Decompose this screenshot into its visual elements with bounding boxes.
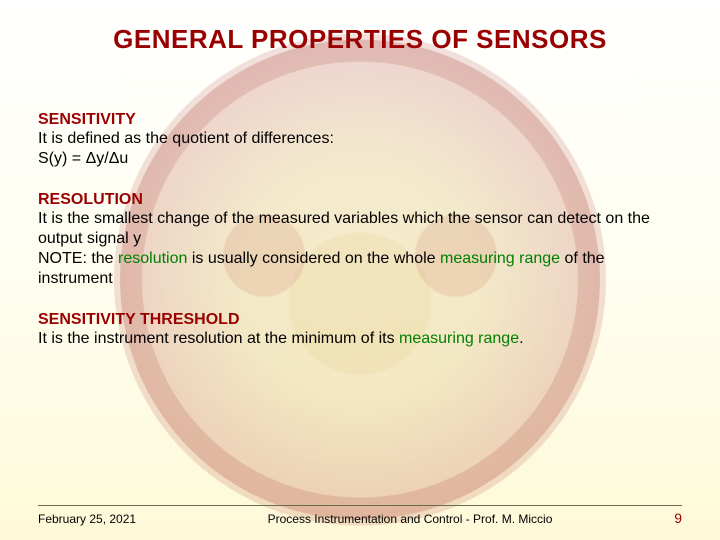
- heading-sensitivity: SENSITIVITY: [38, 111, 682, 129]
- sensitivity-line1: It is defined as the quotient of differe…: [38, 129, 682, 149]
- slide-content: GENERAL PROPERTIES OF SENSORS SENSITIVIT…: [0, 0, 720, 540]
- note-highlight1: resolution: [118, 250, 187, 267]
- resolution-note: NOTE: the resolution is usually consider…: [38, 249, 682, 289]
- sensitivity-line2: S(y) = Δy/Δu: [38, 149, 682, 169]
- threshold-line: It is the instrument resolution at the m…: [38, 329, 682, 349]
- footer-center: Process Instrumentation and Control - Pr…: [158, 512, 662, 526]
- section-sensitivity: SENSITIVITY It is defined as the quotien…: [38, 111, 682, 169]
- section-resolution: RESOLUTION It is the smallest change of …: [38, 191, 682, 289]
- note-prefix: NOTE: the: [38, 250, 118, 267]
- slide-title: GENERAL PROPERTIES OF SENSORS: [38, 24, 682, 55]
- footer: February 25, 2021 Process Instrumentatio…: [38, 505, 682, 526]
- threshold-suffix: .: [519, 330, 523, 347]
- footer-date: February 25, 2021: [38, 512, 158, 526]
- resolution-line1: It is the smallest change of the measure…: [38, 209, 682, 249]
- note-mid: is usually considered on the whole: [187, 250, 440, 267]
- threshold-prefix: It is the instrument resolution at the m…: [38, 330, 399, 347]
- footer-page-number: 9: [662, 510, 682, 526]
- section-threshold: SENSITIVITY THRESHOLD It is the instrume…: [38, 311, 682, 349]
- note-highlight2: measuring range: [440, 250, 560, 267]
- heading-threshold: SENSITIVITY THRESHOLD: [38, 311, 682, 329]
- heading-resolution: RESOLUTION: [38, 191, 682, 209]
- threshold-highlight: measuring range: [399, 330, 519, 347]
